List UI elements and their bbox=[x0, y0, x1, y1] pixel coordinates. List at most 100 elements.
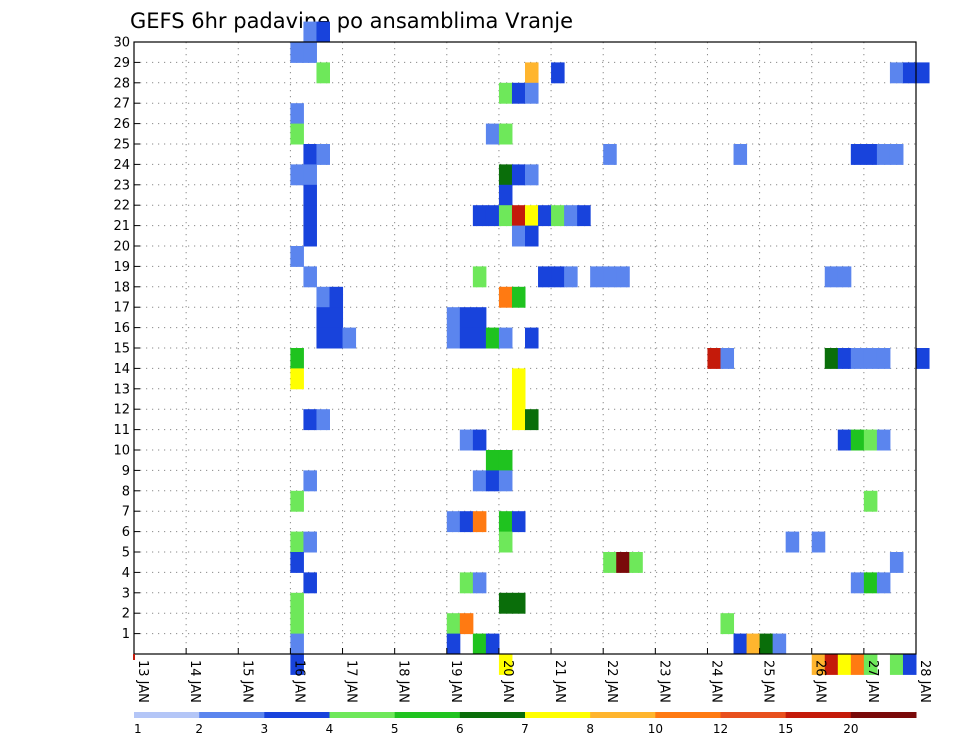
precip-cell bbox=[603, 266, 617, 288]
precip-cell bbox=[303, 42, 317, 63]
y-tick-label: 29 bbox=[113, 56, 130, 71]
precip-cell bbox=[551, 62, 565, 84]
x-tick-label: 25 JAN bbox=[761, 660, 776, 703]
precip-cell bbox=[485, 470, 500, 492]
precip-cell bbox=[498, 184, 513, 206]
precip-cell bbox=[511, 286, 526, 308]
precip-cell bbox=[850, 144, 865, 165]
precip-cell bbox=[498, 205, 513, 227]
precip-cell bbox=[485, 633, 500, 655]
precip-cell bbox=[290, 490, 304, 512]
legend-label: 10 bbox=[648, 722, 663, 736]
legend-swatch bbox=[590, 712, 656, 718]
precip-cell bbox=[525, 82, 539, 104]
y-tick-label: 20 bbox=[113, 240, 130, 255]
x-tick-label: 20 JAN bbox=[500, 660, 515, 703]
precip-cell bbox=[446, 613, 461, 635]
precip-cell bbox=[551, 205, 565, 227]
x-tick-label: 28 JAN bbox=[917, 660, 932, 703]
precip-cell bbox=[303, 409, 317, 431]
precip-cell bbox=[876, 348, 891, 369]
legend-swatch bbox=[134, 712, 200, 718]
precip-cell bbox=[876, 572, 891, 594]
legend-label: 3 bbox=[261, 722, 269, 736]
legend-swatch bbox=[655, 712, 721, 718]
precip-cell bbox=[720, 348, 735, 369]
legend-swatch bbox=[720, 712, 787, 718]
precip-cell bbox=[498, 511, 513, 533]
y-tick-label: 27 bbox=[113, 97, 130, 112]
y-tick-label: 1 bbox=[122, 627, 130, 642]
x-tick-label: 15 JAN bbox=[239, 660, 254, 703]
precip-cell bbox=[290, 552, 304, 573]
precip-cell bbox=[316, 21, 330, 43]
precip-cell bbox=[863, 429, 878, 451]
precip-cell bbox=[498, 654, 513, 675]
legend-label: 12 bbox=[713, 722, 728, 736]
x-tick-label: 24 JAN bbox=[708, 660, 723, 703]
x-tick-label: 18 JAN bbox=[396, 660, 411, 703]
precip-cell bbox=[772, 633, 787, 655]
precip-cell bbox=[850, 654, 865, 675]
precip-cell bbox=[446, 633, 461, 655]
precip-cell bbox=[290, 42, 304, 63]
x-tick-label: 16 JAN bbox=[291, 660, 306, 703]
precip-cell bbox=[551, 266, 565, 288]
precip-cell bbox=[446, 307, 461, 329]
precip-cell bbox=[485, 205, 500, 227]
y-tick-label: 22 bbox=[113, 199, 130, 214]
precip-cell bbox=[811, 654, 826, 675]
precip-cell bbox=[472, 327, 487, 349]
precip-cell bbox=[525, 225, 539, 247]
precip-cell bbox=[511, 388, 526, 410]
y-tick-label: 24 bbox=[113, 158, 130, 173]
precip-cell bbox=[511, 592, 526, 614]
precip-cell bbox=[720, 613, 735, 635]
x-axis: 13 JAN 14 JAN 15 JAN 16 JAN 17 JAN 18 JAN 19 J… bbox=[133, 648, 932, 703]
y-tick-label: 17 bbox=[113, 301, 130, 316]
precip-cell bbox=[889, 654, 904, 675]
precip-cell bbox=[485, 123, 500, 145]
legend-label: 6 bbox=[456, 722, 464, 736]
precip-cell bbox=[707, 348, 721, 369]
precip-cell bbox=[472, 429, 487, 451]
precip-cell bbox=[850, 429, 865, 451]
precip-cell bbox=[916, 62, 930, 84]
y-tick-label: 4 bbox=[122, 566, 130, 581]
precip-cell bbox=[498, 531, 513, 553]
precip-cell bbox=[759, 633, 774, 655]
precip-cell bbox=[616, 552, 630, 573]
precip-cell bbox=[290, 348, 304, 369]
y-tick-label: 5 bbox=[122, 546, 130, 561]
precip-cell bbox=[472, 205, 487, 227]
y-tick-label: 25 bbox=[113, 138, 130, 153]
precip-cell bbox=[290, 123, 304, 145]
legend-swatch bbox=[785, 712, 852, 718]
precip-cell bbox=[902, 62, 917, 84]
precip-cell bbox=[303, 184, 317, 206]
precip-cell bbox=[498, 123, 513, 145]
precip-cell bbox=[863, 144, 878, 165]
precip-cell bbox=[472, 572, 487, 594]
y-tick-label: 8 bbox=[122, 484, 130, 499]
precip-cell bbox=[329, 327, 344, 349]
precip-cell bbox=[511, 368, 526, 390]
y-tick-label: 21 bbox=[113, 219, 130, 234]
precip-cell bbox=[329, 307, 344, 329]
precip-cell bbox=[472, 470, 487, 492]
precip-cell bbox=[863, 348, 878, 369]
precip-cell bbox=[290, 246, 304, 267]
x-tick-label: 21 JAN bbox=[552, 660, 567, 703]
y-tick-label: 9 bbox=[122, 464, 130, 479]
y-tick-label: 11 bbox=[113, 423, 130, 438]
precip-cell bbox=[863, 490, 878, 512]
x-tick-label: 22 JAN bbox=[604, 660, 619, 703]
precip-cell bbox=[511, 511, 526, 533]
legend-swatch bbox=[850, 712, 917, 718]
precip-cell bbox=[472, 511, 487, 533]
precip-cell bbox=[511, 205, 526, 227]
x-tick-label: 17 JAN bbox=[344, 660, 359, 703]
precip-cell bbox=[342, 327, 357, 349]
legend-swatch bbox=[329, 712, 396, 718]
legend-swatch bbox=[459, 712, 526, 718]
